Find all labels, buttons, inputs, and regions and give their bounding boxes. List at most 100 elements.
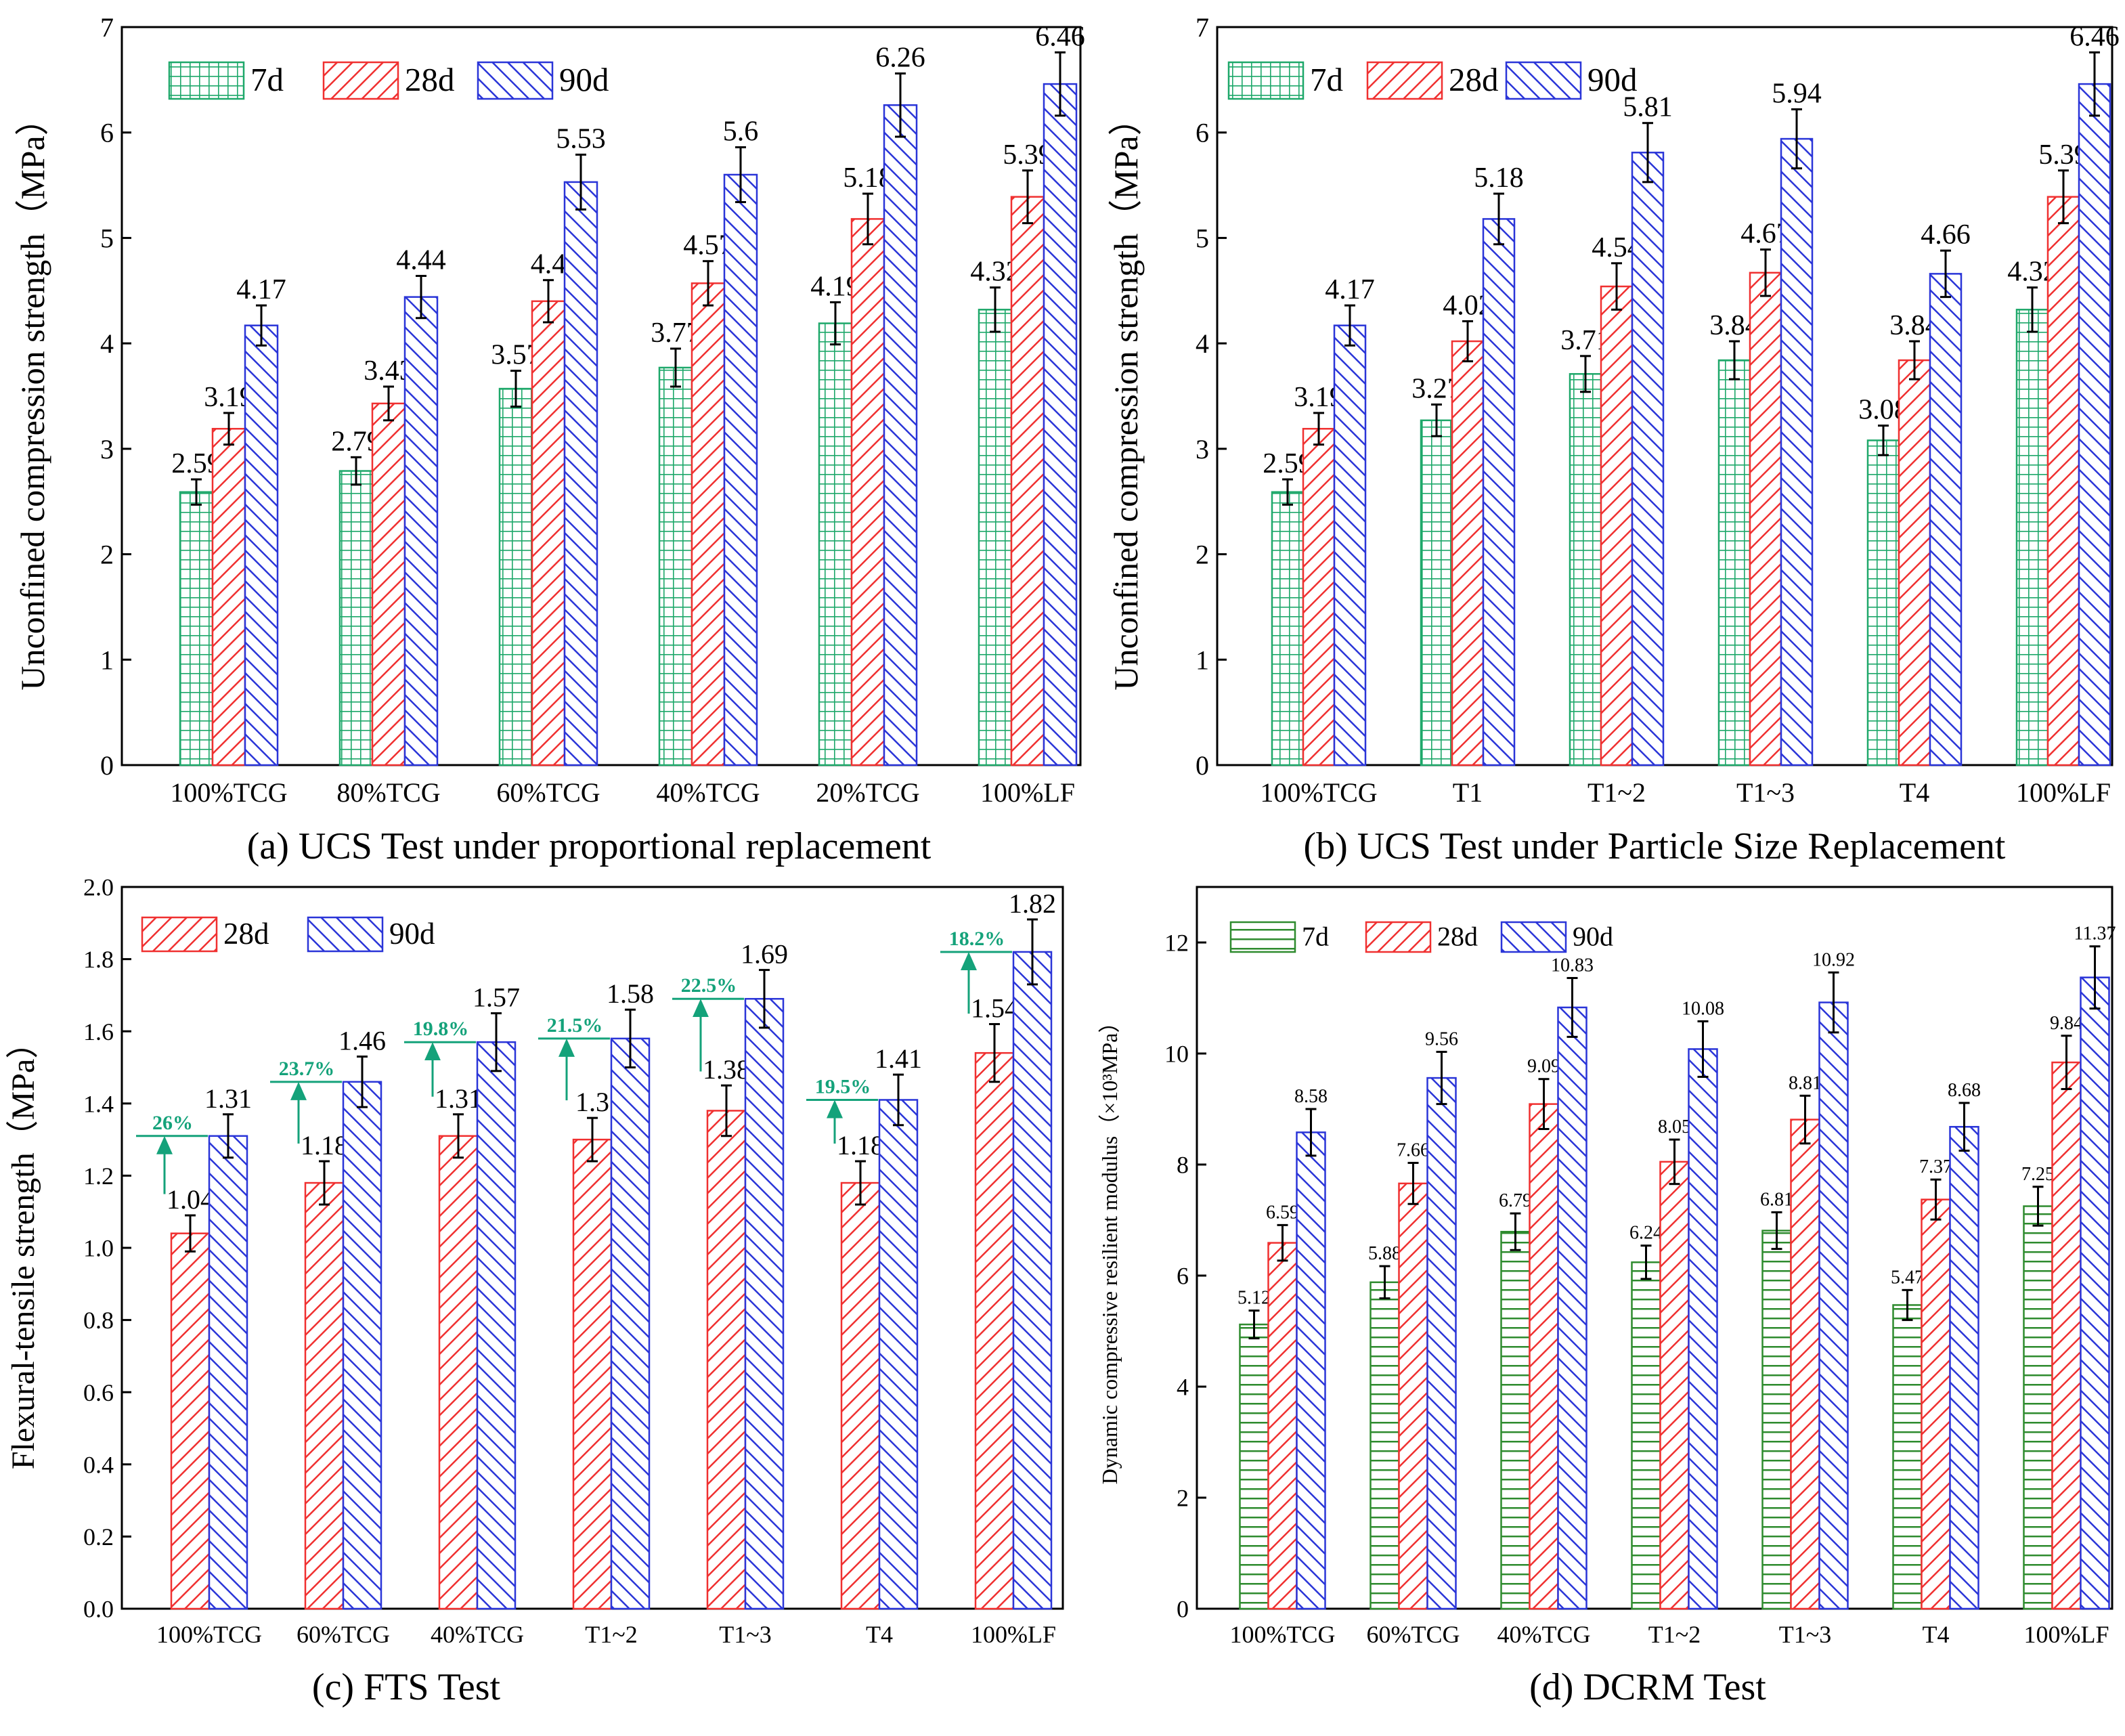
bar-7d xyxy=(1420,419,1453,766)
caption-b: (b) UCS Test under Particle Size Replace… xyxy=(1303,825,2006,867)
data-label: 5.88 xyxy=(1368,1243,1401,1264)
data-label: 7.37 xyxy=(1919,1156,1952,1177)
bar-90d xyxy=(2078,83,2111,766)
bar-90d xyxy=(342,1081,382,1610)
bar-7d xyxy=(338,470,374,766)
bar-28d xyxy=(531,300,566,766)
bar-28d xyxy=(706,1110,747,1610)
bar-28d xyxy=(2051,1061,2082,1610)
chart-a: 0 1 2 3 4 5 6 7 Unconfined compression strength（… xyxy=(14,12,1085,808)
x-tick-label: 100%TCG xyxy=(156,1621,262,1648)
y-tick-label: 1 xyxy=(1196,645,1209,675)
bar-7d xyxy=(2023,1205,2053,1610)
bar-90d xyxy=(1929,273,1963,766)
y-tick-label: 0 xyxy=(100,750,114,781)
data-label: 1.57 xyxy=(473,982,520,1013)
data-label: 11.37 xyxy=(2074,924,2116,945)
x-tick-label: T1~3 xyxy=(1736,777,1795,808)
bar-90d xyxy=(1012,951,1053,1610)
data-label: 6.46 xyxy=(1035,21,1085,52)
data-label: 10.83 xyxy=(1551,955,1594,976)
data-label: 10.08 xyxy=(1682,998,1724,1019)
x-tick-label: 100%LF xyxy=(2024,1621,2109,1648)
legend-swatch-28d xyxy=(1366,61,1443,100)
bar-28d xyxy=(1659,1160,1690,1610)
legend-label-90d: 90d xyxy=(1573,921,1613,951)
data-label: 1.3 xyxy=(575,1087,609,1117)
bar-90d xyxy=(1043,83,1078,766)
bar-28d xyxy=(1790,1119,1820,1610)
x-tick-label: 100%TCG xyxy=(1260,777,1377,808)
bar-90d xyxy=(1557,1006,1587,1610)
bar-7d xyxy=(978,309,1013,766)
y-tick-label: 0 xyxy=(1177,1596,1189,1623)
legend-swatch-90d xyxy=(307,916,384,953)
y-tick-label: 1.0 xyxy=(83,1235,114,1262)
y-tick-label: 3 xyxy=(1196,434,1209,464)
x-tick-label: 40%TCG xyxy=(656,777,760,808)
x-tick-label: T4 xyxy=(1900,777,1929,808)
bar-7d xyxy=(2015,309,2049,766)
data-label: 5.12 xyxy=(1237,1288,1271,1309)
x-tick-label: 100%TCG xyxy=(170,777,287,808)
x-tick-label: 20%TCG xyxy=(816,777,919,808)
x-tick-label: 100%TCG xyxy=(1230,1621,1336,1648)
plot-frame xyxy=(1216,26,2113,766)
y-tick-label: 1.4 xyxy=(83,1090,114,1117)
bar-7d xyxy=(498,387,533,766)
y-tick-label: 2 xyxy=(1196,540,1209,570)
y-axis-label: Dynamic compressive resilient modulus（×1… xyxy=(1097,1012,1122,1485)
data-label: 9.84 xyxy=(2050,1013,2083,1034)
bar-90d xyxy=(723,173,758,766)
data-label: 1.18 xyxy=(301,1130,348,1160)
legend-label-28d: 28d xyxy=(223,917,269,951)
x-tick-label: T1~2 xyxy=(1587,777,1646,808)
legend-label-7d: 7d xyxy=(1302,921,1329,951)
bar-90d xyxy=(1949,1125,1979,1610)
data-label: 1.04 xyxy=(167,1184,214,1215)
y-tick-label: 2.0 xyxy=(83,874,114,901)
bar-28d xyxy=(691,282,726,766)
data-label: 4.4 xyxy=(531,249,567,280)
bar-7d xyxy=(1569,373,1602,766)
data-label: 6.81 xyxy=(1760,1190,1793,1211)
y-tick-label: 1.6 xyxy=(83,1018,114,1045)
bar-90d xyxy=(744,997,785,1610)
data-label: 10.92 xyxy=(1812,949,1855,970)
y-tick-label: 7 xyxy=(1196,12,1209,43)
bar-90d xyxy=(1780,137,1814,766)
bar-28d xyxy=(1451,340,1485,766)
bar-7d xyxy=(179,491,214,766)
y-tick-label: 0.0 xyxy=(83,1596,114,1623)
bar-90d xyxy=(878,1099,919,1610)
data-label: 1.82 xyxy=(1009,888,1056,919)
legend-swatch-28d xyxy=(1365,921,1432,953)
data-label: 8.58 xyxy=(1294,1086,1328,1107)
bar-7d xyxy=(1866,439,1900,766)
bar-7d xyxy=(1370,1281,1400,1610)
legend-swatch-7d xyxy=(168,61,245,100)
legend-label-28d: 28d xyxy=(1437,921,1478,951)
y-tick-label: 0 xyxy=(1196,750,1209,781)
bar-28d xyxy=(371,402,406,766)
legend-swatch-28d xyxy=(141,916,218,953)
bar-90d xyxy=(1482,218,1516,766)
x-tick-label: T4 xyxy=(866,1621,893,1648)
annotation-label: 26% xyxy=(152,1112,193,1134)
bar-28d xyxy=(974,1051,1015,1610)
data-label: 1.58 xyxy=(607,978,654,1009)
y-tick-label: 0.6 xyxy=(83,1379,114,1406)
data-label: 7.66 xyxy=(1397,1140,1430,1161)
legend-label-28d: 28d xyxy=(405,61,455,98)
x-tick-label: T1~3 xyxy=(719,1621,771,1648)
y-tick-label: 1 xyxy=(100,645,114,675)
x-tick-label: T1~3 xyxy=(1779,1621,1831,1648)
data-label: 6.59 xyxy=(1266,1202,1299,1223)
y-tick-label: 0.8 xyxy=(83,1307,114,1334)
bar-90d xyxy=(244,324,279,766)
y-tick-label: 1.2 xyxy=(83,1163,114,1190)
data-label: 1.46 xyxy=(338,1026,386,1056)
x-tick-label: 60%TCG xyxy=(496,777,600,808)
bar-90d xyxy=(208,1135,248,1610)
